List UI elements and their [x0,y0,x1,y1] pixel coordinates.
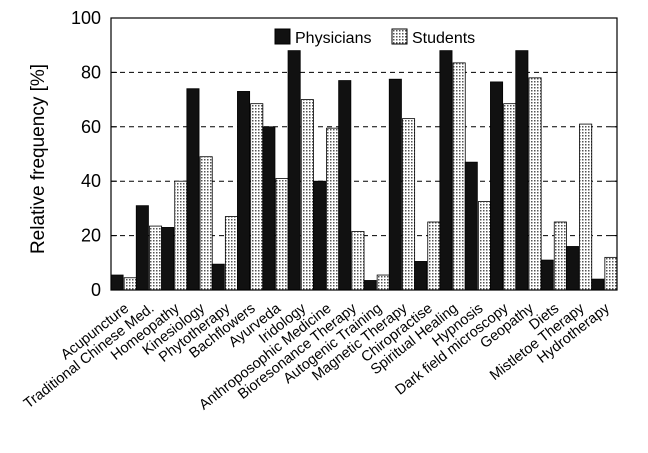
bar-students-15 [503,103,517,291]
bar-students-12 [427,221,441,291]
y-tick-label: 60 [81,117,101,137]
bar-physicians-8 [312,180,326,291]
bar-physicians-3 [186,88,200,291]
legend: Physicians Students [270,24,488,49]
legend-label-physicians: Physicians [295,30,371,47]
bars [110,50,618,291]
bar-students-7 [300,99,314,291]
bar-physicians-15 [490,81,504,291]
bar-physicians-19 [591,278,605,291]
bar-students-13 [452,62,466,291]
x-tick-label: Traditional Chinese Med. [21,301,157,413]
plot-frame [110,17,618,291]
y-tick-labels: 0 20 40 60 80 100 [71,8,101,300]
bar-physicians-12 [414,261,428,291]
bar-students-1 [149,225,163,291]
bar-students-9 [351,231,365,291]
bar-physicians-2 [161,227,175,291]
bar-students-5 [250,103,264,291]
bar-physicians-17 [540,259,554,291]
bar-students-10 [376,274,390,291]
legend-swatch-physicians [274,28,291,45]
bar-students-14 [477,201,491,291]
bar-students-8 [326,127,340,291]
legend-swatch-students [391,28,408,45]
y-tick-label: 0 [91,280,101,300]
bar-physicians-11 [388,78,402,291]
axes [110,17,618,291]
bar-students-4 [224,216,238,291]
bar-physicians-0 [110,274,124,291]
bar-physicians-6 [262,126,276,291]
bar-students-0 [123,277,137,291]
y-axis-title: Relative frequency [%] [28,64,49,254]
bar-physicians-1 [135,205,149,291]
legend-label-students: Students [412,30,475,47]
bar-students-16 [528,77,542,291]
bar-physicians-13 [439,50,453,291]
bar-physicians-16 [515,50,529,291]
bar-students-6 [275,178,289,291]
bar-physicians-10 [363,280,377,291]
y-tick-label: 40 [81,171,101,191]
bar-students-2 [174,180,188,291]
bar-students-11 [402,118,416,291]
bar-physicians-5 [237,91,251,291]
y-tick-label: 80 [81,62,101,82]
bar-physicians-9 [338,80,352,291]
y-tick-label: 100 [71,8,101,28]
bar-students-17 [553,221,567,291]
bar-students-19 [604,256,618,291]
bar-physicians-7 [287,50,301,291]
bar-physicians-14 [464,161,478,291]
bar-students-18 [579,123,593,291]
y-tick-label: 20 [81,226,101,246]
legend-box [270,24,488,49]
bar-students-3 [199,156,213,291]
bar-physicians-18 [565,246,579,291]
bar-physicians-4 [211,263,225,291]
